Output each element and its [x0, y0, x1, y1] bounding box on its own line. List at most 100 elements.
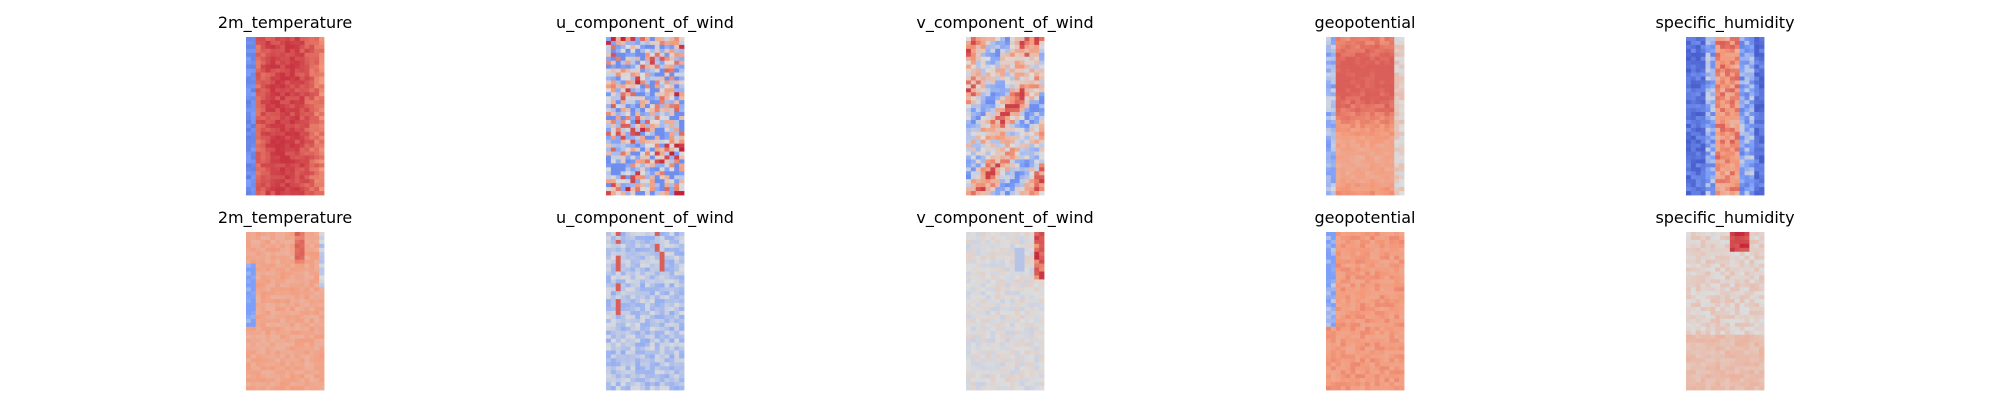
heatmap-cell	[304, 104, 310, 109]
heatmap-cell	[255, 64, 262, 69]
heatmap-cell	[1355, 119, 1361, 125]
heatmap-cell	[1379, 163, 1385, 168]
heatmap-cell	[1715, 40, 1721, 46]
heatmap-cell	[1360, 56, 1366, 62]
heatmap-cell	[1024, 251, 1030, 257]
heatmap-cell	[669, 187, 675, 192]
heatmap-cell	[246, 283, 252, 288]
heatmap-cell	[1734, 183, 1741, 188]
heatmap-cell	[1000, 299, 1006, 304]
heatmap-cell	[289, 72, 296, 77]
heatmap-cell	[990, 40, 996, 46]
heatmap-cell	[980, 334, 986, 340]
heatmap-cell	[995, 287, 1001, 292]
heatmap-cell	[1019, 235, 1025, 241]
heatmap-cell	[1686, 48, 1692, 54]
heatmap-cell	[1355, 135, 1361, 141]
heatmap-cell	[970, 259, 977, 264]
heatmap-cell	[664, 350, 670, 355]
heatmap-cell	[1759, 179, 1765, 184]
heatmap-cell	[1350, 76, 1356, 81]
heatmap-cell	[270, 243, 276, 249]
heatmap-cell	[285, 247, 291, 253]
heatmap-cell	[260, 318, 266, 324]
heatmap-cell	[1749, 127, 1755, 133]
heatmap-cell	[299, 175, 305, 180]
heatmap-cell	[1005, 80, 1011, 85]
heatmap-cell	[1034, 123, 1040, 129]
heatmap-cell	[649, 96, 656, 101]
heatmap-cell	[319, 307, 325, 312]
heatmap-cell	[275, 80, 281, 85]
heatmap-cell	[645, 386, 651, 391]
heatmap-cell	[319, 108, 325, 113]
heatmap-cell	[635, 342, 641, 347]
heatmap-cell	[640, 163, 646, 168]
heatmap-cell	[319, 119, 325, 125]
heatmap-cell	[990, 346, 996, 351]
heatmap-cell	[1700, 143, 1706, 148]
heatmap-cell	[615, 108, 622, 113]
heatmap-cell	[255, 374, 262, 379]
heatmap-cell	[1009, 318, 1016, 324]
heatmap-cell	[980, 76, 986, 81]
heatmap-cell	[1029, 338, 1035, 343]
heatmap-cell	[1326, 92, 1332, 97]
heatmap-cell	[255, 68, 262, 73]
heatmap-cell	[299, 330, 305, 336]
heatmap-cell	[1345, 131, 1351, 137]
heatmap-cell	[610, 127, 617, 133]
heatmap-cell	[664, 303, 670, 308]
heatmap-cell	[1014, 68, 1021, 73]
heatmap-cell	[1720, 92, 1726, 97]
heatmap-cell	[606, 119, 612, 125]
heatmap-cell	[246, 175, 252, 180]
heatmap-cell	[1710, 123, 1716, 129]
heatmap-cell	[679, 76, 685, 81]
heatmap-cell	[1039, 307, 1045, 312]
heatmap-cell	[645, 139, 651, 145]
heatmap-cell	[620, 151, 626, 156]
heatmap-cell	[610, 235, 617, 241]
heatmap-cell	[314, 139, 320, 145]
heatmap-cell	[280, 175, 286, 180]
heatmap-cell	[250, 72, 257, 77]
heatmap-cell	[679, 342, 685, 347]
heatmap-cell	[246, 326, 252, 332]
heatmap-cell	[985, 92, 991, 97]
heatmap-cell	[615, 135, 622, 141]
heatmap-cell	[1729, 163, 1736, 168]
heatmap-cell	[1394, 84, 1400, 89]
heatmap-cell	[1686, 187, 1692, 192]
heatmap-cell	[975, 37, 982, 42]
heatmap-cell	[1000, 64, 1006, 69]
heatmap-cell	[1744, 88, 1750, 93]
heatmap-cell	[1360, 68, 1366, 73]
heatmap-cell	[309, 362, 315, 367]
heatmap-cell	[1355, 96, 1361, 101]
heatmap-cell	[985, 163, 991, 168]
heatmap-cell	[314, 123, 320, 129]
heatmap-cell	[1695, 116, 1702, 121]
heatmap-cell	[275, 92, 281, 97]
heatmap-cell	[309, 350, 315, 355]
heatmap-cell	[285, 100, 291, 105]
heatmap-cell	[255, 52, 262, 58]
heatmap-cell	[280, 295, 286, 300]
heatmap-cell	[265, 318, 271, 324]
heatmap-cell	[654, 183, 661, 188]
heatmap-cell	[1000, 239, 1006, 245]
heatmap-cell	[1394, 76, 1400, 81]
heatmap-cell	[1710, 131, 1716, 137]
heatmap-cell	[630, 287, 636, 292]
heatmap-cell	[1000, 159, 1006, 164]
heatmap-cell	[1009, 287, 1016, 292]
heatmap-cell	[1326, 104, 1332, 109]
heatmap-cell	[246, 72, 252, 77]
heatmap-cell	[1725, 44, 1731, 50]
heatmap-cell	[1374, 56, 1381, 62]
heatmap-cell	[246, 287, 252, 292]
heatmap-cell	[294, 326, 301, 332]
heatmap-cell	[265, 235, 271, 241]
heatmap-cell	[275, 247, 281, 253]
